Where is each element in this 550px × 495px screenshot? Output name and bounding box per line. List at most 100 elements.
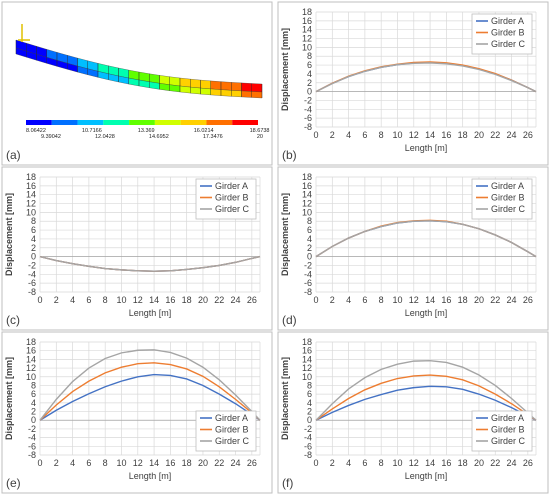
x-tick-label: 24 [231,295,241,305]
legend-entry: Girder B [215,425,249,435]
series-line-girder-b [315,374,537,421]
colorbar-value: 14.6952 [149,134,169,140]
y-tick-label: -2 [28,424,36,434]
x-tick-label: 16 [441,295,451,305]
x-tick-label: 18 [182,295,192,305]
x-tick-label: 24 [507,295,517,305]
y-tick-label: 6 [307,225,312,235]
x-tick-label: 22 [490,130,500,140]
x-tick-label: 2 [330,295,335,305]
x-axis-title: Length [m] [129,471,172,481]
x-tick-label: 8 [379,130,384,140]
x-tick-label: 24 [507,458,517,468]
x-tick-label: 26 [523,130,533,140]
y-tick-label: 12 [302,363,312,373]
y-tick-label: 12 [26,363,36,373]
x-tick-label: 16 [441,130,451,140]
y-tick-label: 10 [26,372,36,382]
y-tick-label: 8 [307,380,312,390]
y-tick-label: 16 [26,181,36,191]
y-tick-label: -8 [28,450,36,460]
y-tick-label: -6 [28,441,36,451]
x-tick-label: 22 [490,295,500,305]
y-tick-label: -4 [28,433,36,443]
y-tick-label: 2 [31,243,36,253]
x-tick-label: 20 [474,130,484,140]
series-line-girder-c [39,349,261,421]
legend-entry: Girder C [491,39,526,49]
x-tick-label: 20 [474,458,484,468]
x-tick-label: 10 [392,130,402,140]
x-tick-label: 10 [116,458,126,468]
y-tick-label: 8 [307,216,312,226]
y-tick-label: 6 [307,389,312,399]
y-tick-label: 14 [26,190,36,200]
y-tick-label: 2 [307,78,312,88]
fe-element-top [159,75,170,85]
x-tick-label: 2 [54,458,59,468]
y-tick-label: -8 [304,287,312,297]
y-tick-label: 16 [302,16,312,26]
panel-label: (e) [6,476,21,490]
colorbar-swatch [154,120,181,125]
legend-entry: Girder A [491,16,524,26]
fe-element-side [210,88,222,96]
fe-element-side [241,90,252,98]
y-tick-label: 12 [302,199,312,209]
x-tick-label: 18 [182,458,192,468]
y-tick-label: -4 [28,269,36,279]
fe-element-side [231,90,242,98]
y-tick-label: -8 [28,287,36,297]
y-tick-label: 0 [31,252,36,262]
y-tick-label: -6 [28,278,36,288]
fe-element-top [179,77,191,88]
x-tick-label: 26 [523,458,533,468]
legend-entry: Girder A [215,181,248,191]
fe-element-side [220,89,232,97]
series-line-girder-c [315,220,537,258]
legend-entry: Girder C [215,204,250,214]
colorbar-value: 10.7166 [82,128,102,134]
y-tick-label: 0 [31,415,36,425]
fe-element-top [200,79,211,90]
x-tick-label: 0 [313,458,318,468]
x-tick-label: 4 [346,458,351,468]
colorbar-swatch [206,120,233,125]
series-line-girder-a [315,385,537,421]
x-tick-label: 20 [198,458,208,468]
x-tick-label: 18 [458,458,468,468]
panel-label: (f) [282,476,293,490]
x-tick-label: 12 [409,295,419,305]
y-axis-title: Displacement [mm] [280,357,290,440]
x-axis-title: Length [m] [405,308,448,318]
colorbar-swatch [51,120,78,125]
y-tick-label: 2 [307,407,312,417]
legend-entry: Girder C [491,436,526,446]
y-tick-label: 12 [302,34,312,44]
x-tick-label: 4 [346,130,351,140]
legend-entry: Girder A [491,181,524,191]
x-tick-label: 14 [149,295,159,305]
fe-element-top [220,81,232,91]
x-tick-label: 0 [37,458,42,468]
x-tick-label: 0 [37,295,42,305]
y-tick-label: 18 [26,172,36,182]
colorbar-value: 13.369 [138,128,155,134]
series-line-girder-b [39,362,261,421]
x-tick-label: 10 [392,295,402,305]
y-tick-label: 10 [302,372,312,382]
x-tick-label: 22 [214,295,224,305]
y-tick-label: 4 [307,398,312,408]
y-tick-label: 18 [302,172,312,182]
fe-element-side [251,91,263,99]
colorbar-swatch [129,120,155,125]
fe-bridge-model [15,24,263,99]
y-tick-label: 18 [302,337,312,347]
y-tick-label: 14 [302,25,312,35]
x-axis-title: Length [m] [405,471,448,481]
panel-label: (b) [282,148,297,162]
legend-entry: Girder B [491,28,525,38]
